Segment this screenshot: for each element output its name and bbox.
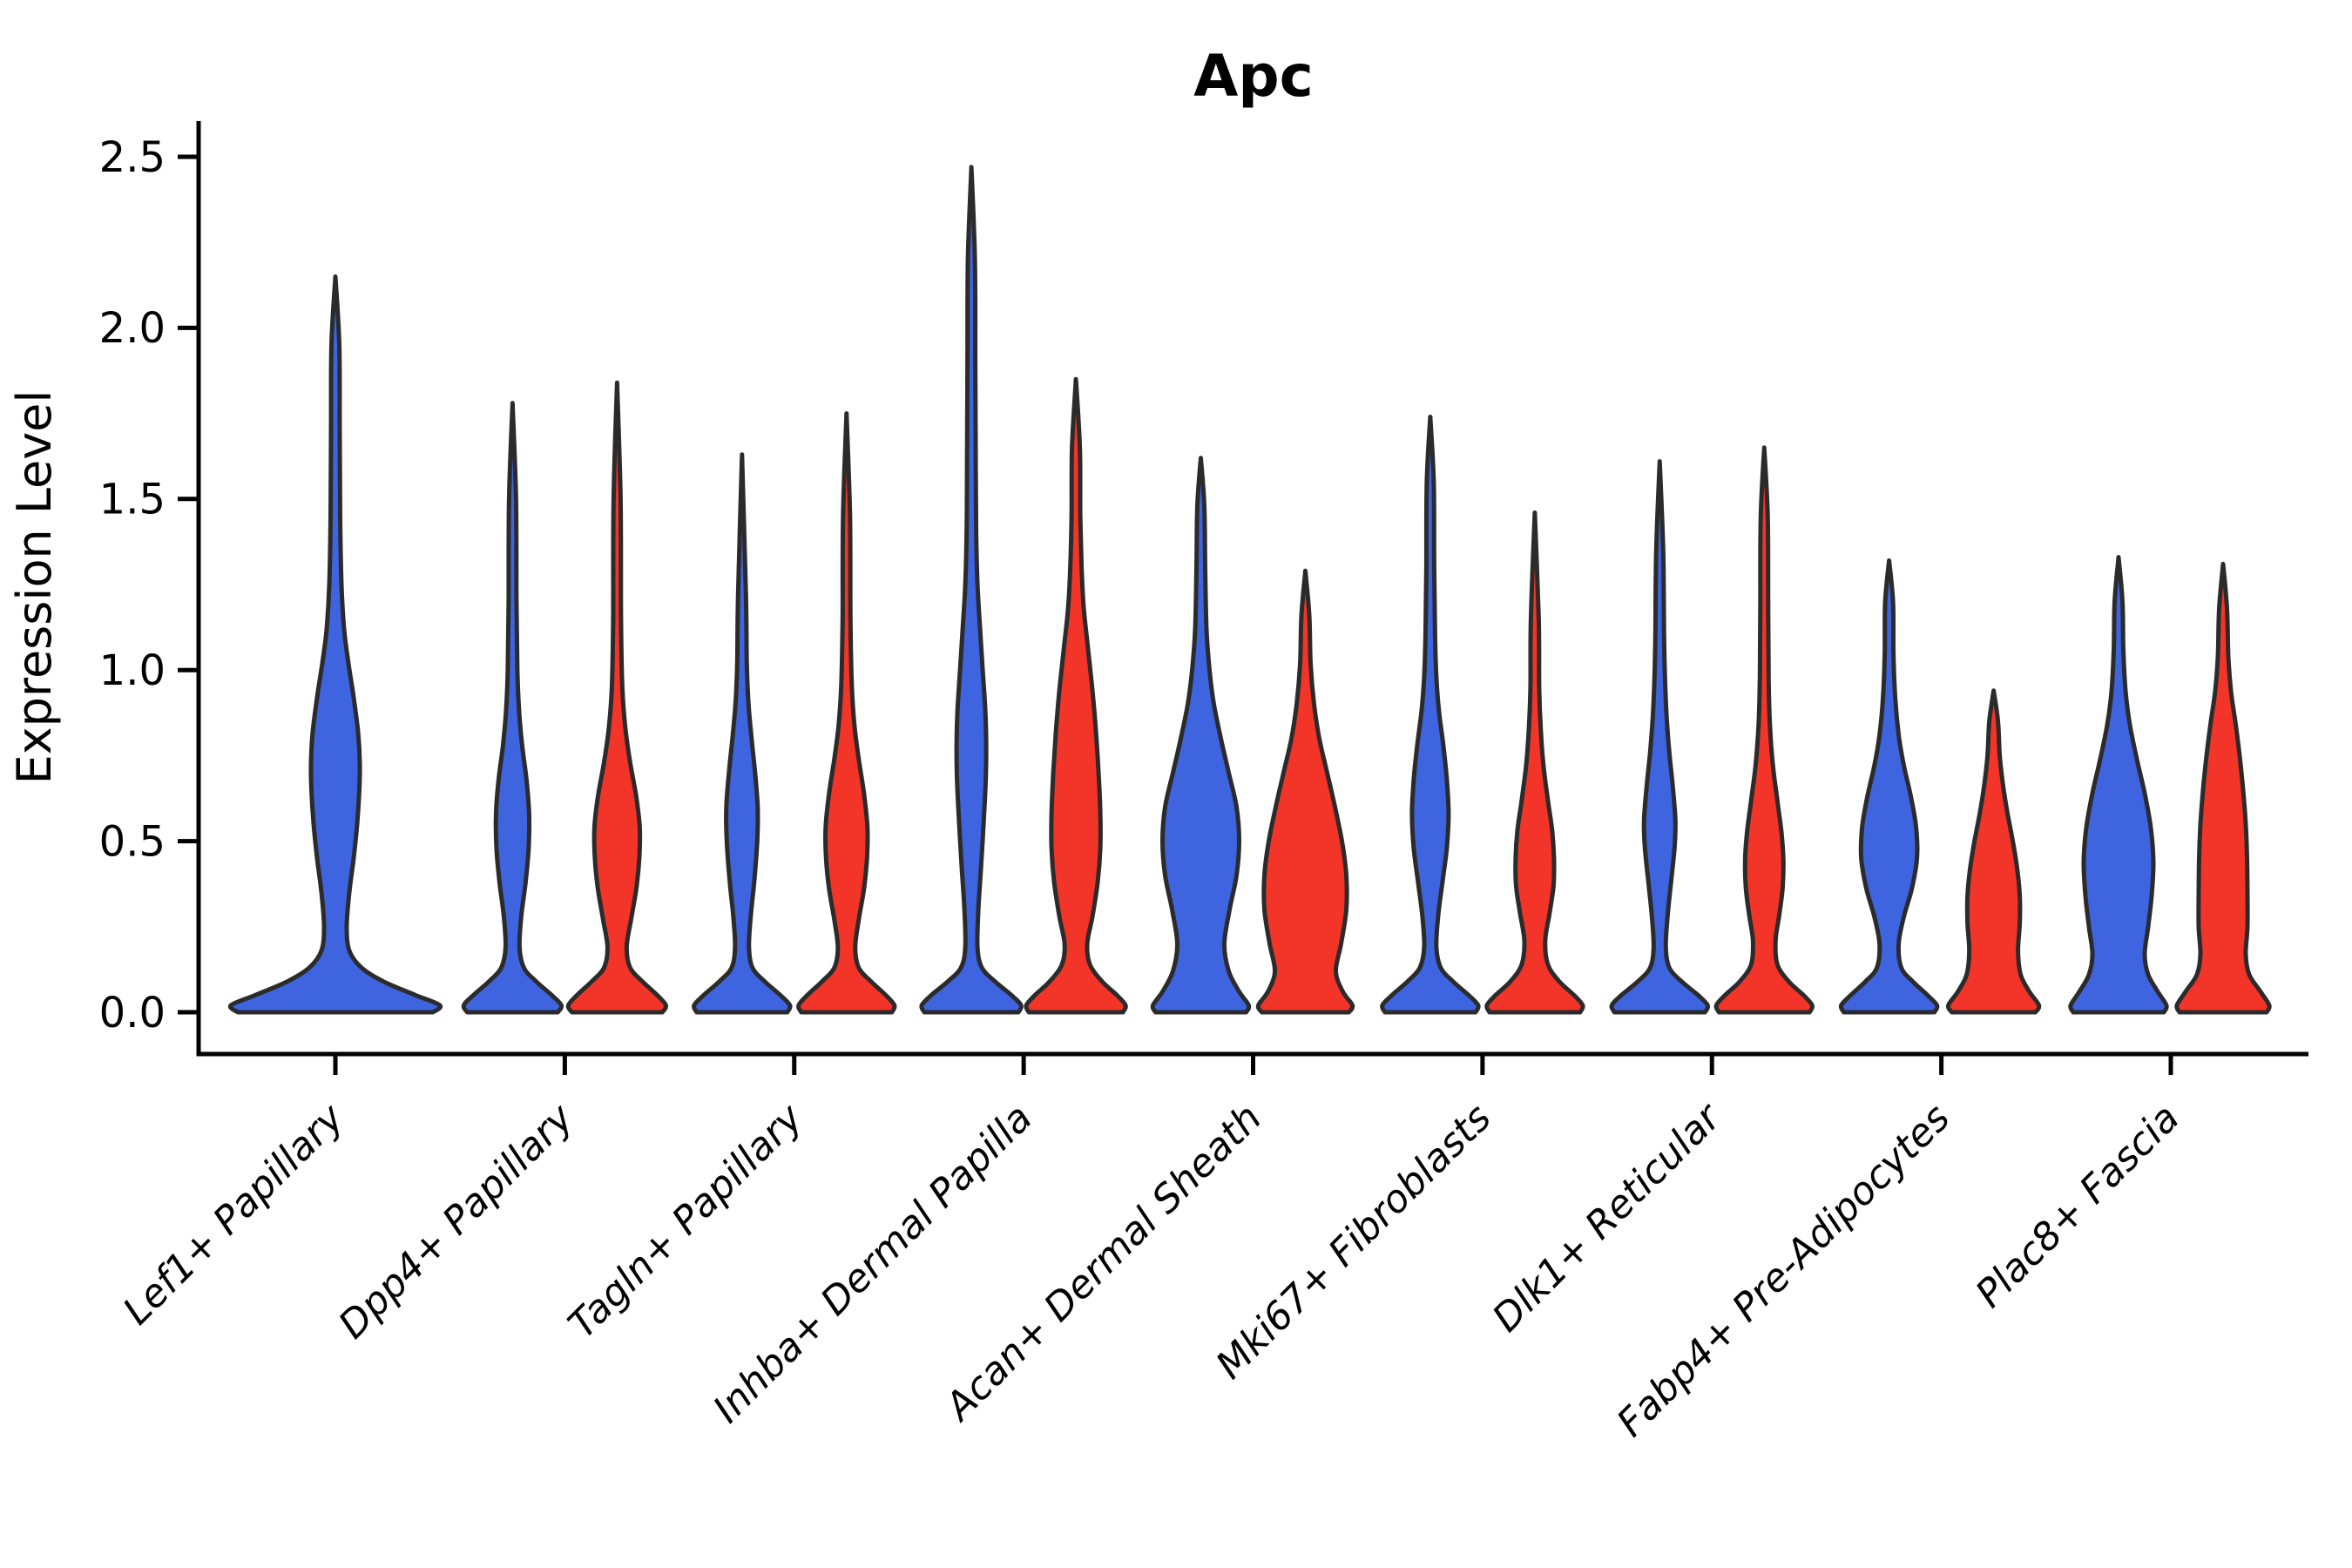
violin-inhba-dermal-papilla-red (1024, 376, 1128, 1015)
y-tick-label: 2.5 (99, 133, 166, 182)
y-tick-label: 0.0 (99, 989, 166, 1037)
violin-lef1-papillary-blue (227, 274, 443, 1015)
violin-dpp4-papillary-blue (461, 401, 564, 1015)
violins-layer (227, 165, 2272, 1015)
x-tick-label-9: Plac8+ Fascia (1967, 1096, 2187, 1316)
y-tick-label: 1.5 (99, 476, 166, 524)
violin-dlk1-reticular-blue (1609, 459, 1711, 1015)
y-axis-label: Expression Level (7, 390, 62, 785)
violin-fabp4-pre-adipocytes-blue (1838, 558, 1940, 1015)
x-tick-label-7: Dlk1+ Reticular (1484, 1094, 1731, 1341)
violin-plac8-fascia-red (2174, 561, 2272, 1015)
y-tick-label: 0.5 (99, 817, 166, 866)
violin-fabp4-pre-adipocytes-red (1945, 688, 2042, 1015)
violin-inhba-dermal-papilla-blue (919, 165, 1024, 1015)
x-tick-label-3: Tagln+ Papillary (560, 1095, 812, 1347)
y-tick-label: 2.0 (99, 304, 166, 353)
violin-acan-dermal-sheath-red (1255, 568, 1355, 1015)
violin-tagln-papillary-red (796, 411, 897, 1015)
violin-mki67-fibroblasts-red (1484, 510, 1585, 1015)
violin-dpp4-papillary-red (565, 380, 669, 1015)
violin-dlk1-reticular-red (1713, 445, 1815, 1015)
violin-mki67-fibroblasts-blue (1380, 415, 1481, 1015)
plot-title: Apc (1193, 43, 1313, 110)
x-tick-label-1: Lef1+ Papillary (115, 1095, 354, 1334)
violin-plac8-fascia-blue (2068, 555, 2169, 1015)
violin-tagln-papillary-blue (692, 452, 793, 1015)
y-tick-label: 1.0 (99, 646, 166, 695)
x-tick-label-2: Dpp4+ Papillary (330, 1095, 583, 1348)
violin-acan-dermal-sheath-blue (1150, 456, 1252, 1015)
